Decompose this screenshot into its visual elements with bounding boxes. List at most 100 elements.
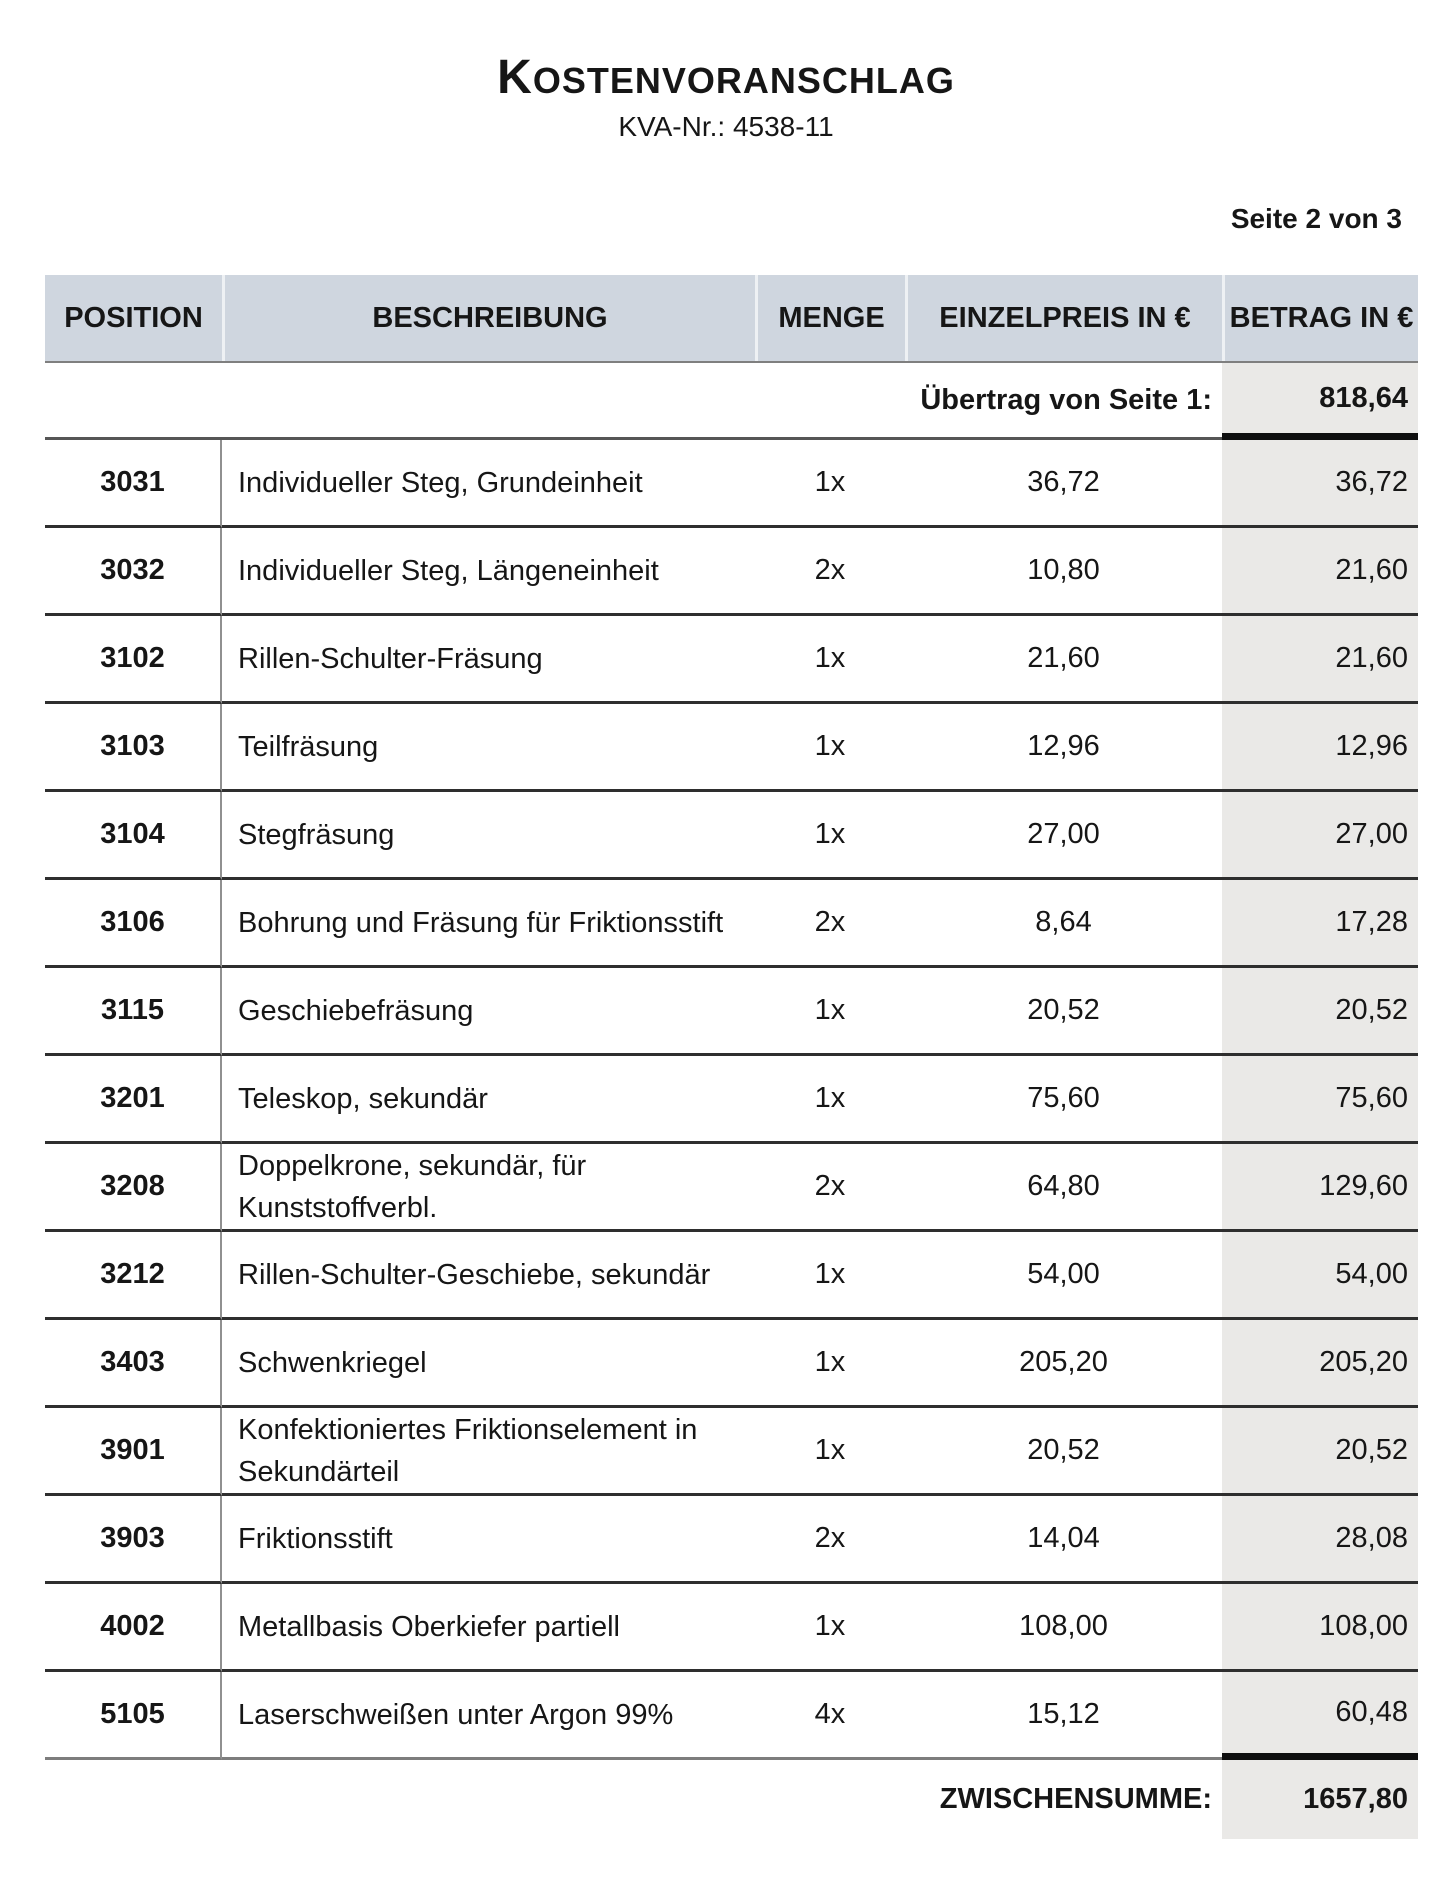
quantity-cell: 1x [755, 1584, 905, 1673]
amount-cell: 17,28 [1222, 880, 1418, 969]
table-row: 3104 Stegfräsung 1x 27,00 27,00 [45, 792, 1418, 881]
amount-cell: 20,52 [1222, 1408, 1418, 1497]
quantity-cell: 2x [755, 1496, 905, 1585]
table-row: 3201 Teleskop, sekundär 1x 75,60 75,60 [45, 1056, 1418, 1145]
quantity-cell: 1x [755, 704, 905, 793]
quantity-cell: 1x [755, 440, 905, 529]
document-page: KOSTENVORANSCHLAG KVA-Nr.: 4538-11 Seite… [0, 50, 1452, 1840]
position-cell: 3903 [45, 1496, 222, 1585]
table-row: 3032 Individueller Steg, Längeneinheit 2… [45, 528, 1418, 617]
column-header-unit-price: EINZELPREIS IN € [905, 275, 1222, 362]
description-cell: Individueller Steg, Längeneinheit [222, 528, 755, 617]
position-cell: 3106 [45, 880, 222, 969]
table-row: 3903 Friktionsstift 2x 14,04 28,08 [45, 1496, 1418, 1585]
subtotal-amount: 1657,80 [1222, 1760, 1418, 1840]
amount-cell: 12,96 [1222, 704, 1418, 793]
carryover-amount: 818,64 [1222, 363, 1418, 441]
quantity-cell: 2x [755, 528, 905, 617]
amount-cell: 21,60 [1222, 616, 1418, 705]
position-cell: 3032 [45, 528, 222, 617]
position-cell: 3031 [45, 440, 222, 529]
position-cell: 3104 [45, 792, 222, 881]
quantity-cell: 2x [755, 880, 905, 969]
quantity-cell: 1x [755, 1232, 905, 1321]
table-header-row: POSITION BESCHREIBUNG MENGE EINZELPREIS … [45, 275, 1418, 364]
position-cell: 3115 [45, 968, 222, 1057]
position-cell: 4002 [45, 1584, 222, 1673]
description-cell: Friktionsstift [222, 1496, 755, 1585]
document-subtitle: KVA-Nr.: 4538-11 [618, 111, 834, 143]
unit-price-cell: 36,72 [905, 440, 1222, 529]
amount-cell: 27,00 [1222, 792, 1418, 881]
description-cell: Laserschweißen unter Argon 99% [222, 1672, 755, 1761]
table-row: 4002 Metallbasis Oberkiefer partiell 1x … [45, 1584, 1418, 1673]
description-cell: Doppelkrone, sekundär, für Kunststoffver… [222, 1144, 755, 1233]
description-cell: Teleskop, sekundär [222, 1056, 755, 1145]
column-header-description: BESCHREIBUNG [222, 275, 755, 362]
amount-cell: 20,52 [1222, 968, 1418, 1057]
subtotal-label: ZWISCHENSUMME: [939, 1783, 1212, 1816]
cost-estimate-table: POSITION BESCHREIBUNG MENGE EINZELPREIS … [45, 275, 1418, 1840]
table-row: 3115 Geschiebefräsung 1x 20,52 20,52 [45, 968, 1418, 1057]
unit-price-cell: 27,00 [905, 792, 1222, 881]
description-cell: Schwenkriegel [222, 1320, 755, 1409]
description-cell: Bohrung und Fräsung für Friktionsstift [222, 880, 755, 969]
table-row: 3106 Bohrung und Fräsung für Friktionsst… [45, 880, 1418, 969]
unit-price-cell: 20,52 [905, 1408, 1222, 1497]
unit-price-cell: 8,64 [905, 880, 1222, 969]
carryover-row: Übertrag von Seite 1: 818,64 [45, 363, 1418, 441]
unit-price-cell: 54,00 [905, 1232, 1222, 1321]
quantity-cell: 1x [755, 792, 905, 881]
document-content: Seite 2 von 3 POSITION BESCHREIBUNG MENG… [45, 203, 1418, 1840]
unit-price-cell: 64,80 [905, 1144, 1222, 1233]
description-cell: Geschiebefräsung [222, 968, 755, 1057]
column-header-amount: BETRAG IN € [1222, 275, 1418, 362]
amount-cell: 36,72 [1222, 440, 1418, 529]
description-cell: Metallbasis Oberkiefer partiell [222, 1584, 755, 1673]
description-cell: Rillen-Schulter-Fräsung [222, 616, 755, 705]
unit-price-cell: 205,20 [905, 1320, 1222, 1409]
table-row: 3901 Konfektioniertes Friktionselement i… [45, 1408, 1418, 1497]
table-body: 3031 Individueller Steg, Grundeinheit 1x… [45, 440, 1418, 1761]
table-row: 3103 Teilfräsung 1x 12,96 12,96 [45, 704, 1418, 793]
unit-price-cell: 12,96 [905, 704, 1222, 793]
position-cell: 3212 [45, 1232, 222, 1321]
table-row: 3208 Doppelkrone, sekundär, für Kunststo… [45, 1144, 1418, 1233]
description-cell: Rillen-Schulter-Geschiebe, sekundär [222, 1232, 755, 1321]
description-cell: Teilfräsung [222, 704, 755, 793]
position-cell: 3901 [45, 1408, 222, 1497]
position-cell: 3208 [45, 1144, 222, 1233]
page-indicator: Seite 2 von 3 [1230, 203, 1402, 235]
subtotal-row: ZWISCHENSUMME: 1657,80 [45, 1760, 1418, 1840]
description-cell: Konfektioniertes Friktionselement in Sek… [222, 1408, 755, 1497]
position-cell: 3102 [45, 616, 222, 705]
table-row: 3031 Individueller Steg, Grundeinheit 1x… [45, 440, 1418, 529]
unit-price-cell: 10,80 [905, 528, 1222, 617]
table-row: 3102 Rillen-Schulter-Fräsung 1x 21,60 21… [45, 616, 1418, 705]
amount-cell: 21,60 [1222, 528, 1418, 617]
quantity-cell: 4x [755, 1672, 905, 1761]
table-row: 3212 Rillen-Schulter-Geschiebe, sekundär… [45, 1232, 1418, 1321]
subtotal-spacer [45, 1760, 755, 1839]
table-row: 5105 Laserschweißen unter Argon 99% 4x 1… [45, 1672, 1418, 1761]
position-cell: 3201 [45, 1056, 222, 1145]
quantity-cell: 1x [755, 1320, 905, 1409]
column-header-quantity: MENGE [755, 275, 905, 362]
quantity-cell: 1x [755, 1408, 905, 1497]
carryover-spacer [45, 363, 755, 441]
unit-price-cell: 15,12 [905, 1672, 1222, 1761]
amount-cell: 28,08 [1222, 1496, 1418, 1585]
description-cell: Individueller Steg, Grundeinheit [222, 440, 755, 529]
unit-price-cell: 21,60 [905, 616, 1222, 705]
position-cell: 5105 [45, 1672, 222, 1761]
position-cell: 3103 [45, 704, 222, 793]
amount-cell: 205,20 [1222, 1320, 1418, 1409]
quantity-cell: 1x [755, 616, 905, 705]
carryover-label: Übertrag von Seite 1: [755, 363, 1222, 441]
position-cell: 3403 [45, 1320, 222, 1409]
document-title: KOSTENVORANSCHLAG [497, 51, 955, 104]
amount-cell: 75,60 [1222, 1056, 1418, 1145]
unit-price-cell: 75,60 [905, 1056, 1222, 1145]
quantity-cell: 1x [755, 968, 905, 1057]
table-row: 3403 Schwenkriegel 1x 205,20 205,20 [45, 1320, 1418, 1409]
